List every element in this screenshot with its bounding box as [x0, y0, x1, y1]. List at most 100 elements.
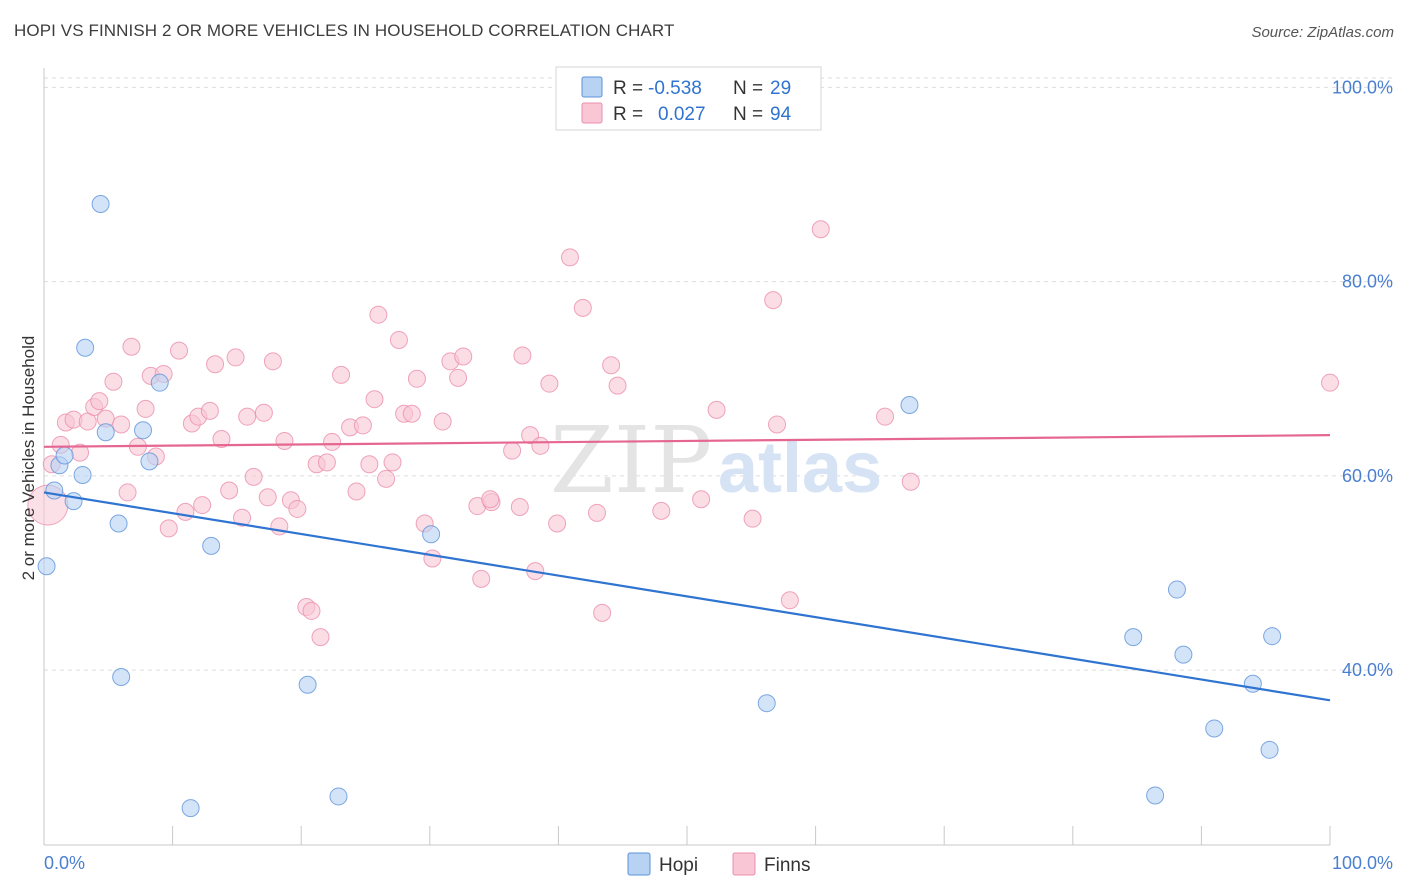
finns-point [288, 499, 307, 518]
hopi-point [1124, 628, 1143, 647]
finns-point [449, 368, 468, 387]
hopi-point [298, 675, 317, 694]
hopi-point [73, 465, 92, 484]
legend-bottom-finns-swatch [732, 852, 756, 876]
finns-point [423, 549, 442, 568]
chart-title: HOPI VS FINNISH 2 OR MORE VEHICLES IN HO… [14, 21, 675, 40]
finns-point [389, 330, 408, 349]
hopi-point [112, 667, 131, 686]
finns-point [811, 220, 830, 239]
finns-point [104, 372, 123, 391]
legend-finns-r-value: 0.027 [658, 104, 706, 125]
hopi-point [134, 421, 153, 440]
finns-point [548, 514, 567, 533]
finns-point [176, 502, 195, 521]
finns-point [481, 490, 500, 509]
y-axis-label: 2 or more Vehicles in Household [19, 336, 38, 581]
finns-point [220, 481, 239, 500]
source-label: Source: ZipAtlas.com [1251, 24, 1394, 41]
finns-point [275, 431, 294, 450]
finns-point [593, 603, 612, 622]
finns-point [136, 399, 155, 418]
finns-point [608, 376, 627, 395]
finns-point [332, 365, 351, 384]
trendlines [43, 434, 1331, 702]
finns-point [353, 416, 372, 435]
finns-point [347, 482, 366, 501]
y-tick-label: 60.0% [1342, 466, 1393, 486]
finns-point [170, 341, 189, 360]
hopi-point [37, 557, 56, 576]
finns-point [513, 346, 532, 365]
finns-point [402, 404, 421, 423]
finns-point [311, 628, 330, 647]
finns-point [531, 436, 550, 455]
finns-point [233, 508, 252, 527]
finns-point [510, 498, 529, 517]
finns-point [159, 519, 178, 538]
finns-points [27, 220, 1339, 647]
finns-point [692, 490, 711, 509]
legend-hopi-r-value: -0.538 [648, 78, 702, 99]
hopi-point [76, 338, 95, 357]
finns-point [206, 355, 225, 374]
finns-trend-line [43, 434, 1331, 448]
finns-point [302, 601, 321, 620]
hopi-point [181, 799, 200, 818]
hopi-point [45, 481, 64, 500]
legend-hopi-n-label: N = [733, 78, 763, 99]
finns-point [743, 509, 762, 528]
finns-point [768, 415, 787, 434]
hopi-point [1263, 627, 1282, 646]
finns-point [764, 291, 783, 310]
finns-point [433, 412, 452, 431]
legend-hopi-r-label: R = [613, 78, 643, 99]
y-tick-label: 80.0% [1342, 272, 1393, 292]
finns-point [238, 407, 257, 426]
finns-point [254, 403, 273, 422]
hopi-point [140, 452, 159, 471]
finns-point [876, 407, 895, 426]
legend-finns-n-label: N = [733, 104, 763, 125]
watermark-zip: ZIP [550, 407, 712, 514]
hopi-point [1167, 580, 1186, 599]
hopi-trend-line [43, 491, 1331, 702]
finns-point [707, 400, 726, 419]
finns-point [258, 488, 277, 507]
finns-point [602, 356, 621, 375]
finns-point [90, 392, 109, 411]
finns-point [244, 467, 263, 486]
hopi-point [422, 525, 441, 544]
hopi-point [900, 396, 919, 415]
finns-point [540, 374, 559, 393]
y-tick-label: 100.0% [1332, 77, 1393, 97]
gridlines [44, 77, 1393, 671]
finns-point [122, 337, 141, 356]
legend-hopi-swatch [581, 76, 603, 98]
finns-point [317, 453, 336, 472]
finns-point [226, 348, 245, 367]
hopi-point [55, 446, 74, 465]
finns-point [503, 441, 522, 460]
hopi-point [1174, 645, 1193, 664]
finns-point [369, 305, 388, 324]
x-tick-label-min: 0.0% [44, 853, 85, 873]
finns-point [365, 390, 384, 409]
x-axis-ticks [43, 826, 1331, 845]
finns-point [112, 415, 131, 434]
hopi-point [202, 536, 221, 555]
finns-point [1321, 373, 1339, 392]
hopi-point [150, 373, 169, 392]
legend-bottom: Hopi Finns [627, 852, 810, 876]
hopi-point [96, 423, 115, 442]
legend-bottom-finns-label: Finns [764, 855, 810, 876]
finns-point [200, 401, 219, 420]
finns-point [377, 469, 396, 488]
hopi-point [1205, 719, 1224, 738]
finns-point [901, 472, 920, 491]
hopi-point [757, 694, 776, 713]
finns-point [454, 347, 473, 366]
legend-finns-n-value: 94 [770, 104, 792, 125]
legend-bottom-hopi-label: Hopi [659, 855, 698, 876]
